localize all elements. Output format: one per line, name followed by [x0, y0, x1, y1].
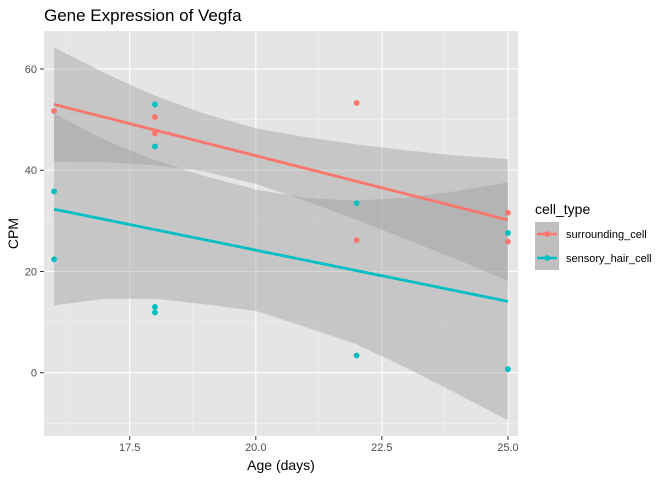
- data-point-surrounding_cell: [353, 99, 360, 106]
- x-tick-label: 17.5: [119, 442, 140, 454]
- data-point-sensory_hair_cell: [505, 366, 511, 373]
- x-tick-label: 25.0: [497, 442, 518, 454]
- data-point-sensory_hair_cell: [152, 309, 158, 316]
- y-tick-label: 20: [25, 266, 37, 278]
- fit-line-surrounding_cell: [53, 103, 509, 222]
- y-axis: 0 20 40 60: [25, 64, 44, 380]
- y-tick-label: 40: [25, 165, 37, 177]
- data-point-surrounding_cell: [152, 130, 158, 137]
- data-point-sensory_hair_cell: [51, 188, 57, 195]
- x-tick-label: 20.0: [245, 442, 266, 454]
- legend-key-point: [544, 231, 550, 237]
- data-point-sensory_hair_cell: [152, 101, 158, 108]
- confidence-band-surrounding_cell: [54, 47, 508, 281]
- data-point-surrounding_cell: [505, 209, 511, 216]
- data-point-surrounding_cell: [51, 108, 57, 114]
- data-point-sensory_hair_cell: [353, 352, 360, 359]
- data-point-sensory_hair_cell: [152, 143, 158, 150]
- x-axis: 17.5 20.0 22.5 25.0: [119, 436, 519, 454]
- data-point-sensory_hair_cell: [51, 256, 57, 263]
- fit-lines: [53, 103, 509, 303]
- confidence-band-sensory_hair_cell: [54, 113, 508, 421]
- x-axis-title: Age (days): [247, 457, 315, 473]
- plot-panel: [44, 31, 518, 436]
- y-tick-label: 0: [31, 368, 37, 380]
- legend-label: sensory_hair_cell: [566, 253, 652, 265]
- data-point-sensory_hair_cell: [353, 200, 360, 207]
- data-point-surrounding_cell: [505, 238, 511, 245]
- legend-key-point: [544, 255, 550, 261]
- y-axis-title: CPM: [5, 218, 21, 249]
- fit-line-sensory_hair_cell: [53, 207, 509, 303]
- confidence-bands: [54, 47, 508, 421]
- data-point-surrounding_cell: [353, 237, 360, 243]
- legend-title: cell_type: [535, 201, 590, 217]
- data-points: [51, 99, 511, 373]
- data-point-sensory_hair_cell: [152, 304, 158, 310]
- data-point-sensory_hair_cell: [505, 230, 511, 236]
- data-point-surrounding_cell: [152, 114, 158, 120]
- y-tick-label: 60: [25, 64, 37, 76]
- legend: cell_type surrounding_cell sensory_hair_c…: [535, 201, 652, 270]
- x-tick-label: 22.5: [371, 442, 392, 454]
- chart-title: Gene Expression of Vegfa: [44, 6, 242, 25]
- legend-label: surrounding_cell: [566, 229, 647, 241]
